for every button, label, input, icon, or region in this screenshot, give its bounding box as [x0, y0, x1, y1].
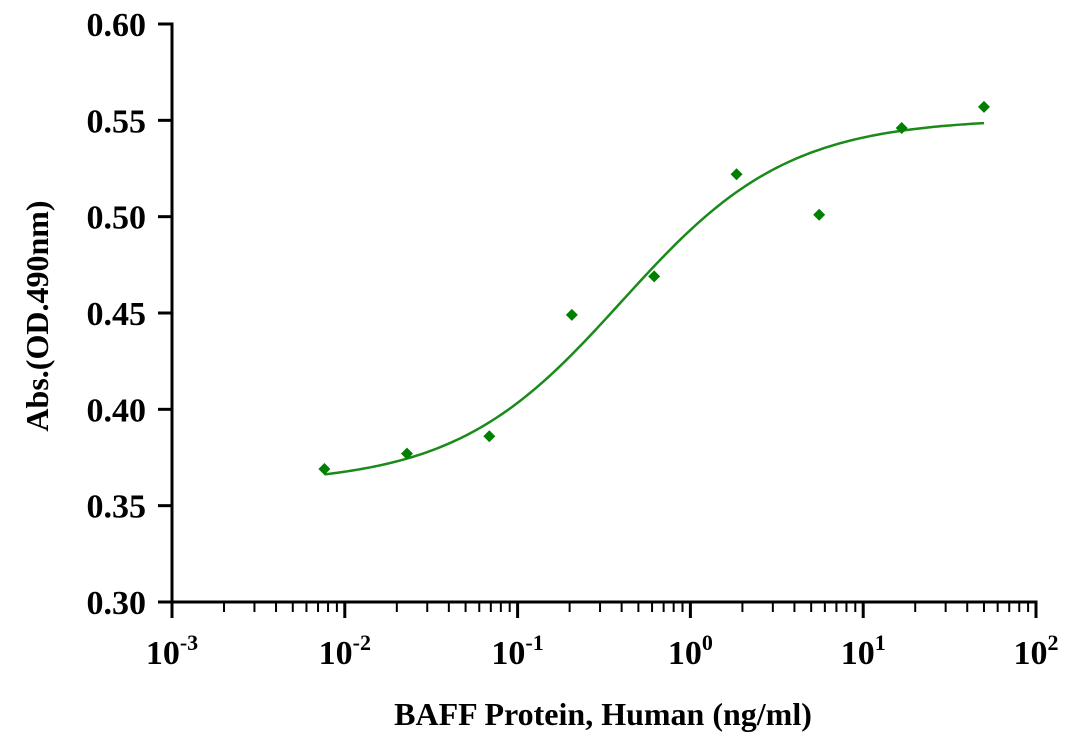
y-tick-label: 0.60 [87, 7, 147, 44]
y-tick-label: 0.30 [87, 585, 147, 622]
x-axis-title: BAFF Protein, Human (ng/ml) [394, 696, 812, 732]
y-tick-label: 0.35 [87, 489, 147, 526]
data-point [813, 208, 826, 221]
y-axis-title: Abs.(OD.490nm) [19, 200, 55, 431]
x-tick-label: 10-3 [146, 630, 198, 672]
y-tick-label: 0.40 [87, 392, 147, 429]
y-tick-label: 0.45 [87, 296, 147, 333]
fit-curve [324, 121, 985, 476]
x-tick-label: 101 [841, 630, 886, 672]
data-point [895, 122, 908, 135]
x-tick-label: 10-2 [319, 630, 371, 672]
data-point [483, 430, 496, 443]
y-tick-label: 0.55 [87, 103, 147, 140]
plot-area [318, 100, 990, 476]
x-axis: 10-3 10-2 10-1 100 101 102 [146, 600, 1059, 672]
x-tick-label: 100 [668, 630, 713, 672]
y-tick-label: 0.50 [87, 200, 147, 237]
data-point [648, 270, 661, 283]
data-point [977, 100, 990, 113]
x-tick-label: 10-1 [491, 630, 543, 672]
data-point [318, 463, 331, 476]
x-tick-label: 102 [1014, 630, 1059, 672]
y-axis: 0.30 0.35 0.40 0.45 0.50 0.55 0.60 [87, 7, 174, 622]
data-point [400, 447, 413, 460]
data-point [565, 308, 578, 321]
data-point [730, 168, 743, 181]
